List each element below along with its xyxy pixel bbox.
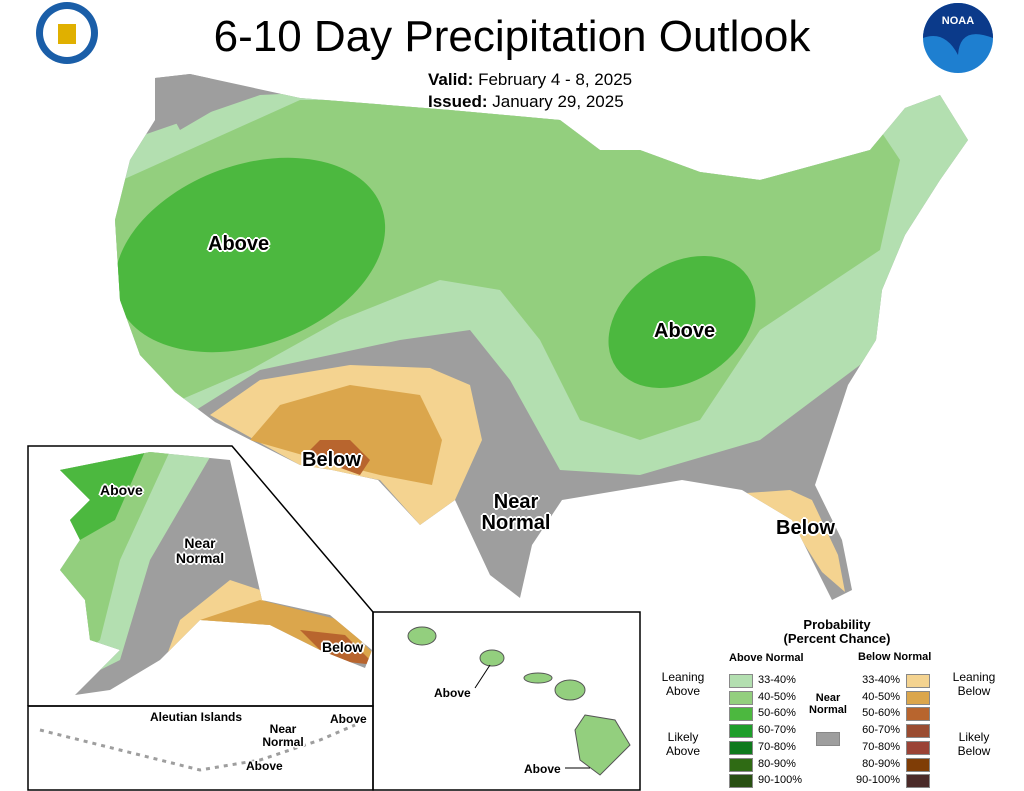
above-swatch: [729, 690, 753, 705]
above-range: 90-100%: [758, 774, 803, 787]
alaska-inset: [27, 445, 374, 791]
below-swatch: [906, 674, 930, 688]
below-range: 70-80%: [862, 740, 900, 753]
label-florida-below: Below: [776, 517, 835, 539]
label-aleutian-above-east: Above: [330, 712, 367, 726]
near-normal-label: Near Normal: [809, 692, 847, 716]
above-swatch: [729, 774, 753, 789]
label-west-above: Above: [208, 233, 270, 255]
hawaii-inset: [372, 611, 641, 791]
leaning-below-label: Leaning Below: [952, 670, 996, 698]
near-normal-swatch: [816, 732, 840, 746]
above-normal-header: Above Normal: [729, 652, 804, 664]
leaning-above-label: Leaning Above: [661, 670, 705, 698]
likely-below-label: Likely Below: [957, 730, 991, 758]
above-range: 80-90%: [758, 757, 796, 770]
above-swatch: [729, 757, 753, 772]
above-swatch: [729, 707, 753, 722]
aleutian-title: Aleutian Islands: [150, 710, 243, 724]
label-hawaii-oahu-above: Above: [434, 686, 471, 700]
label-alaska-above: Above: [100, 482, 143, 498]
above-range: 70-80%: [758, 740, 796, 753]
above-swatch: [729, 674, 753, 688]
svg-text:NOAA: NOAA: [942, 15, 974, 27]
valid-dates: Valid: February 4 - 8, 2025: [428, 70, 633, 89]
likely-above-label: Likely Above: [665, 730, 701, 758]
above-range: 50-60%: [758, 707, 796, 720]
below-range: 33-40%: [862, 674, 900, 686]
below-range: 50-60%: [862, 707, 900, 720]
issued-date: Issued: January 29, 2025: [428, 92, 624, 111]
above-range: 33-40%: [758, 674, 796, 686]
page-title: 6-10 Day Precipitation Outlook: [213, 12, 811, 61]
below-swatch: [906, 690, 930, 705]
legend-title: Probability: [803, 617, 871, 632]
below-swatch: [906, 757, 930, 772]
below-swatch: [906, 740, 930, 755]
below-normal-header: Below Normal: [858, 651, 932, 663]
above-range: 60-70%: [758, 724, 796, 737]
label-texas-near-normal: Near Normal: [481, 491, 551, 534]
above-swatch: [729, 740, 753, 755]
below-swatch: [906, 707, 930, 722]
label-alaska-near-normal: Near Normal: [175, 535, 225, 566]
below-range: 80-90%: [862, 757, 900, 770]
label-east-above: Above: [654, 320, 716, 342]
label-southwest-below: Below: [302, 449, 361, 471]
below-swatch: [906, 774, 930, 789]
noaa-logo: NOAA: [923, 3, 993, 73]
legend-subtitle: (Percent Chance): [783, 631, 891, 647]
label-aleutian-near-normal: Near Normal: [262, 722, 304, 749]
below-range: 90-100%: [855, 774, 900, 787]
legend: Probability (Percent Chance) Above Normal…: [650, 612, 1024, 791]
below-range: 60-70%: [862, 724, 900, 737]
commerce-seal: [36, 2, 98, 64]
above-range: 40-50%: [758, 690, 796, 703]
label-hawaii-big-above: Above: [524, 762, 561, 776]
label-alaska-below: Below: [322, 639, 364, 655]
above-swatch: [729, 724, 753, 739]
below-swatch: [906, 724, 930, 739]
label-aleutian-above-south: Above: [246, 759, 283, 773]
below-range: 40-50%: [862, 690, 900, 703]
